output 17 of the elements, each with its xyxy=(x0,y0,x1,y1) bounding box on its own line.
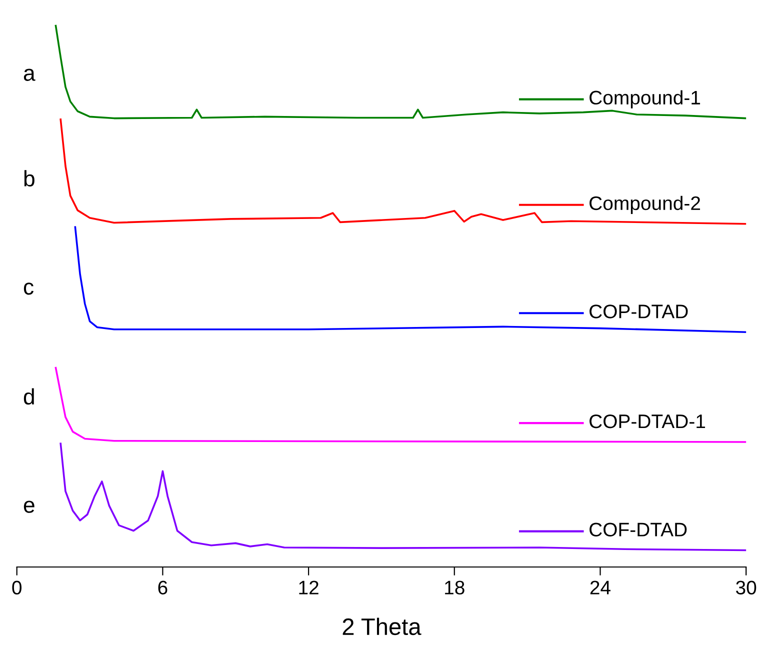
annotation: e xyxy=(24,500,34,513)
x-axis-title: 2 Theta xyxy=(342,618,422,636)
annotation: a xyxy=(24,68,36,81)
legend-label: COP-DTAD xyxy=(590,304,688,318)
annotation: b xyxy=(24,170,34,186)
legend-label: Compound-1 xyxy=(590,90,700,108)
annotation: d xyxy=(24,388,34,405)
x-tick-label: 6 xyxy=(158,580,168,594)
x-tick-label: 0 xyxy=(12,580,22,594)
annotation: c xyxy=(24,282,34,295)
x-tick-label: 12 xyxy=(299,580,318,594)
x-tick-label: 30 xyxy=(736,580,756,594)
legend-label: COF-DTAD xyxy=(590,522,687,536)
x-tick-label: 24 xyxy=(590,580,610,594)
legend-label: Compound-2 xyxy=(590,196,700,214)
x-tick-label: 18 xyxy=(445,580,464,594)
legend-label: COP-DTAD-1 xyxy=(590,414,706,428)
